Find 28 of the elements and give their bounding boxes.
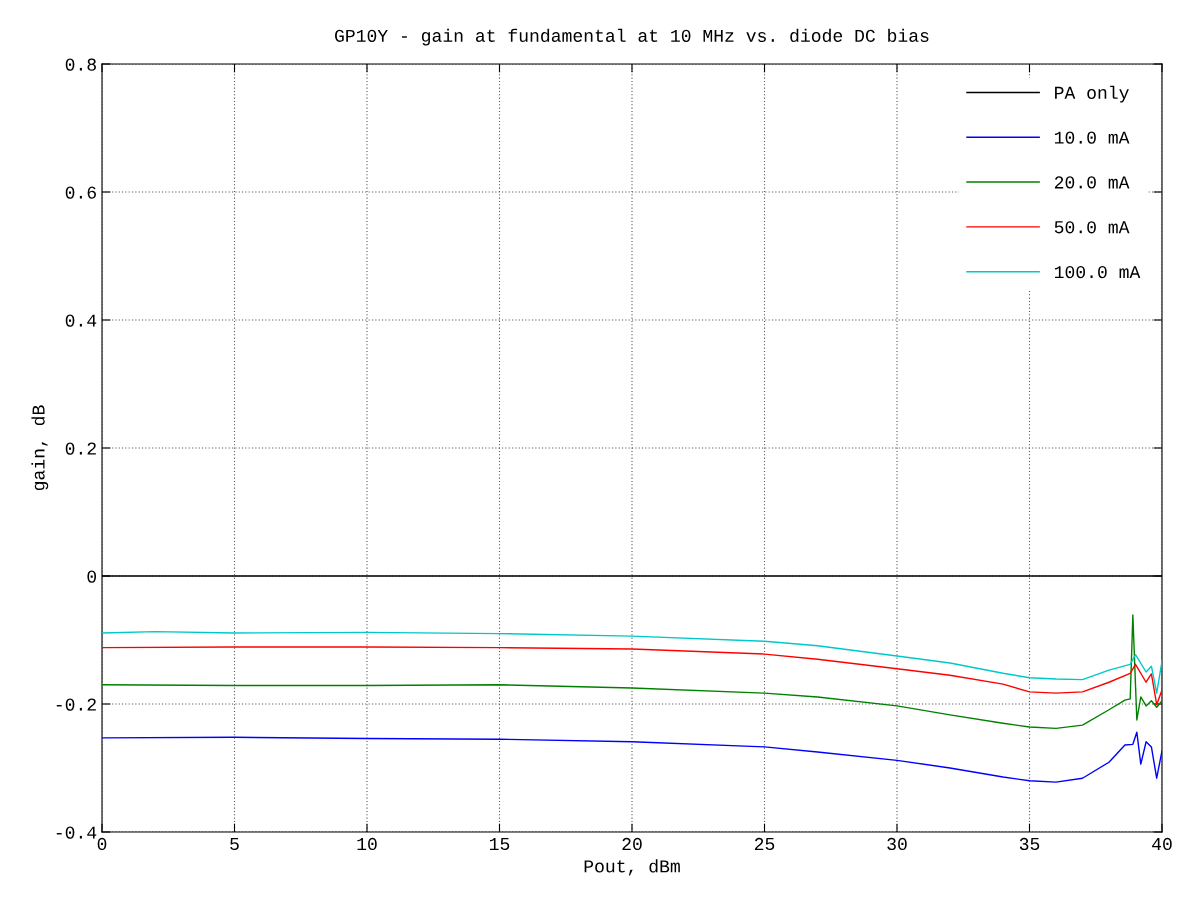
x-tick-label: 10 <box>357 837 377 851</box>
legend-label: 10.0 mA <box>1054 131 1130 144</box>
x-tick-label: 25 <box>754 837 775 851</box>
y-axis-title: gain, dB <box>31 405 49 491</box>
x-tick-label: 5 <box>230 838 239 851</box>
x-axis-title: Pout, dBm <box>584 859 680 876</box>
line-series <box>102 630 1162 694</box>
y-tick-label: -0.2 <box>56 698 96 711</box>
x-tick-label: 20 <box>622 837 642 851</box>
x-tick-label: 0 <box>97 837 107 851</box>
y-tick-label: 0.2 <box>65 442 96 455</box>
legend-label: 50.0 mA <box>1054 221 1130 234</box>
chart-title: GP10Y - gain at fundamental at 10 MHz vs. diode DC bias <box>335 28 929 46</box>
legend-label: PA only <box>1055 85 1129 103</box>
legend-label: 20.0 mA <box>1054 176 1130 189</box>
line-series <box>102 614 1162 730</box>
legend-label: 100.0 mA <box>1054 265 1141 279</box>
line-series <box>102 646 1162 706</box>
x-tick-label: 40 <box>1152 837 1172 851</box>
y-tick-label: -0.4 <box>56 826 97 839</box>
x-tick-label: 30 <box>887 837 907 851</box>
line-series <box>102 731 1162 783</box>
y-tick-label: 0 <box>87 570 97 583</box>
x-tick-label: 35 <box>1019 837 1040 851</box>
y-tick-label: 0.8 <box>65 58 96 71</box>
x-tick-label: 15 <box>489 838 510 851</box>
y-tick-label: 0.6 <box>65 186 96 199</box>
y-tick-label: 0.4 <box>65 314 97 327</box>
